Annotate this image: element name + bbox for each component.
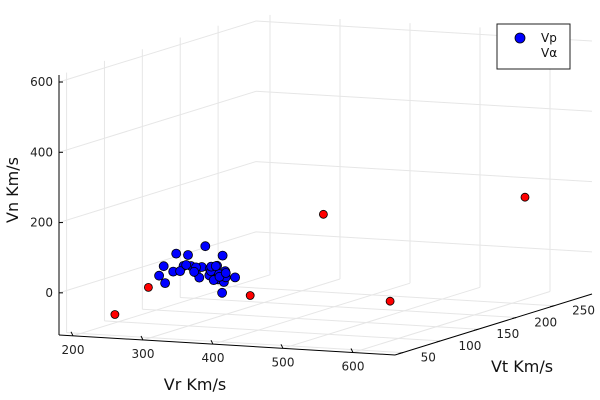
- grid-line-y-floor: [66, 332, 403, 354]
- data-point-vp: [181, 260, 192, 270]
- data-point-vp: [171, 248, 182, 259]
- data-point-vp: [210, 261, 221, 272]
- x-tick-mark: [140, 335, 144, 341]
- y-tick-mark: [398, 352, 403, 355]
- grid-line-z-back: [255, 161, 593, 183]
- y-tick-label: 50: [421, 351, 436, 365]
- grid-line-x-floor: [72, 274, 271, 337]
- grid-line-z-left: [58, 231, 257, 294]
- data-point-vp: [230, 272, 241, 283]
- legend: Vp Vα: [496, 23, 571, 70]
- data-point-vp: [154, 270, 165, 281]
- z-tick-label: 0: [45, 286, 53, 300]
- x-axis-line: [58, 334, 396, 356]
- grid-line-z-back: [255, 90, 593, 112]
- y-tick-mark: [512, 316, 517, 319]
- y-tick-label: 100: [458, 339, 481, 353]
- y-tick-mark: [436, 340, 441, 343]
- legend-marker-vp: [514, 32, 526, 44]
- x-tick-mark: [210, 339, 214, 345]
- data-point-valpha: [318, 209, 328, 219]
- y-tick-mark: [474, 328, 479, 331]
- grid-line-z-left: [58, 20, 257, 83]
- grid-line-z-left: [58, 90, 257, 153]
- data-point-valpha: [520, 192, 530, 202]
- data-point-vp: [200, 241, 211, 252]
- data-points: [110, 192, 530, 319]
- data-point-vp: [189, 266, 200, 277]
- grid-line-y-floor: [142, 308, 479, 330]
- x-axis-label: Vr Km/s: [164, 375, 226, 394]
- x-tick-mark: [350, 348, 354, 353]
- data-point-valpha: [110, 310, 120, 319]
- tick-labels: 200 300 400 500 600 50 100 150 200 250 0 200 400 600: [30, 75, 595, 373]
- z-tick-label: 200: [30, 216, 53, 230]
- data-point-valpha: [245, 291, 255, 300]
- legend-label-vp: Vp: [541, 31, 557, 45]
- grid-line-z-back: [255, 231, 593, 253]
- data-point-vp: [175, 266, 186, 277]
- data-point-vp: [217, 250, 228, 261]
- z-tick-label: 600: [30, 75, 53, 89]
- data-point-vp: [220, 268, 231, 278]
- legend-box: [496, 23, 571, 70]
- grid-line-x-floor: [352, 291, 551, 353]
- y-tick-mark: [549, 305, 555, 308]
- grid-line-y-floor: [104, 320, 441, 342]
- grid-line-x-floor: [282, 286, 481, 349]
- x-tick-label: 600: [342, 360, 365, 374]
- data-point-vp: [217, 287, 228, 298]
- y-tick-label: 150: [496, 327, 519, 341]
- y-tick-label: 250: [572, 304, 595, 318]
- grid-line-z-left: [58, 161, 257, 224]
- grid-line-y-floor: [218, 285, 555, 307]
- grid-line-x-floor: [142, 278, 341, 341]
- z-tick-label: 400: [30, 145, 53, 159]
- x-tick-label: 200: [62, 343, 85, 357]
- data-point-valpha: [143, 282, 153, 292]
- x-tick-label: 400: [202, 351, 225, 365]
- x-tick-mark: [70, 331, 74, 337]
- z-axis-label: Vn Km/s: [3, 157, 22, 223]
- y-axis-label: Vt Km/s: [491, 357, 553, 376]
- y-tick-label: 200: [534, 315, 557, 329]
- y-axis-line: [394, 293, 593, 356]
- x-tick-mark: [280, 344, 284, 349]
- grid-lines: [58, 14, 593, 354]
- grid-line-x-floor: [212, 282, 411, 345]
- data-point-vp: [160, 278, 171, 289]
- x-tick-label: 300: [132, 347, 155, 361]
- x-tick-label: 500: [272, 355, 295, 369]
- grid-line-y-floor: [180, 296, 517, 318]
- data-point-vp: [183, 250, 193, 260]
- data-point-vp: [158, 261, 169, 272]
- axes: [58, 75, 593, 356]
- data-point-valpha: [385, 296, 395, 306]
- legend-label-valpha: Vα: [541, 46, 557, 60]
